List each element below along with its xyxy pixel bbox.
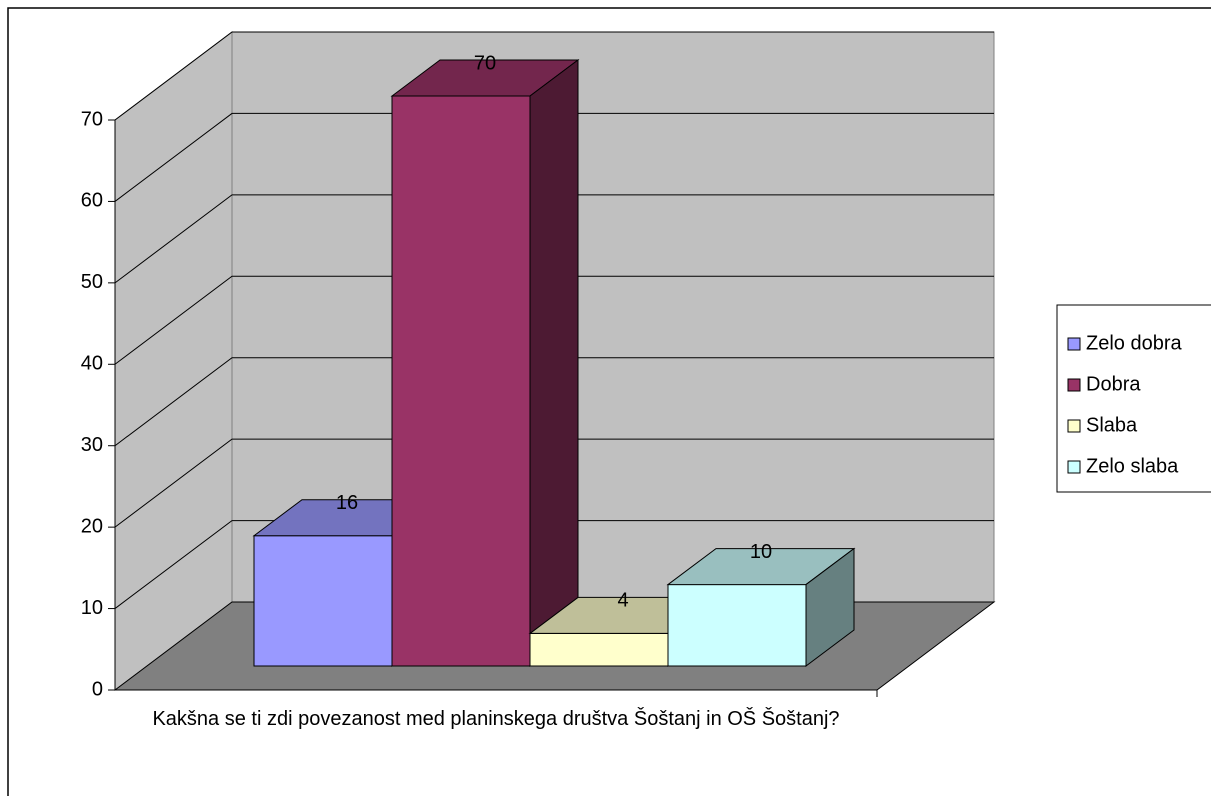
y-tick-label: 0 [92,678,103,700]
grid-line [114,438,994,528]
y-tick-label: 50 [81,271,103,293]
legend-swatch [1067,337,1081,351]
y-tick-label: 20 [81,515,103,537]
bar-side [805,547,855,667]
legend-label: Zelo slaba [1086,455,1179,477]
bar-front [391,95,531,667]
legend-swatch [1067,460,1081,474]
data-label: 70 [474,52,496,74]
bar-side [529,59,579,667]
y-tick-label: 40 [81,353,103,375]
y-tick-label: 60 [81,190,103,212]
legend-label: Zelo dobra [1086,332,1182,354]
grid-line [114,112,994,202]
bar-front [253,535,393,667]
y-tick-label: 10 [81,597,103,619]
legend-label: Slaba [1086,414,1138,436]
bar-front [667,584,807,667]
legend-box [1056,304,1211,493]
data-label: 10 [750,541,772,563]
y-tick-label: 30 [81,434,103,456]
bar-front [529,632,669,667]
grid-line [114,520,994,609]
grid-line [114,31,994,121]
data-label: 16 [336,492,358,514]
y-tick-label: 70 [81,108,103,130]
x-axis-category: Kakšna se ti zdi povezanost med planinsk… [152,708,840,730]
left-wall [114,30,233,692]
legend-swatch [1067,419,1081,433]
grid-line [114,357,994,447]
grid-line [114,275,994,365]
legend-swatch [1067,378,1081,392]
data-label: 4 [617,590,628,612]
legend-label: Dobra [1086,373,1141,395]
grid-line [114,194,994,284]
